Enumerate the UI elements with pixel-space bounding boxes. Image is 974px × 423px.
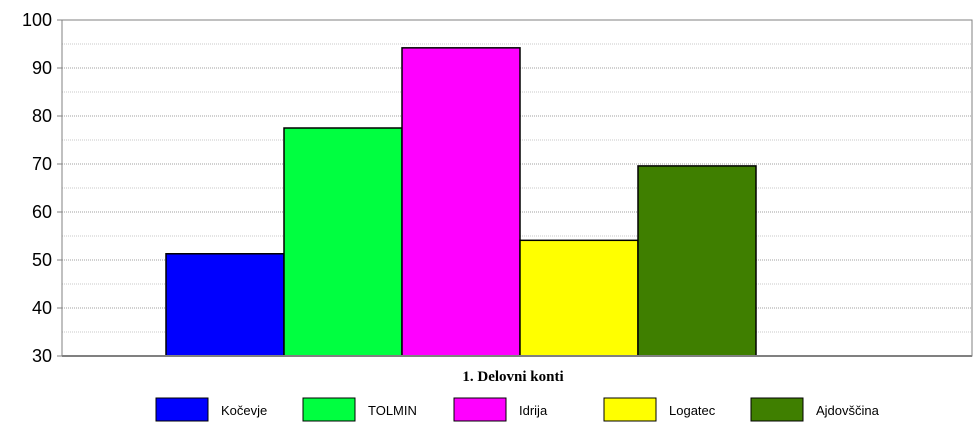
y-tick-label: 50 <box>32 250 52 270</box>
y-tick-labels: 30 40 50 60 70 80 90 100 <box>22 10 62 366</box>
category-label: 1. Delovni konti <box>462 369 563 385</box>
bar-ajdov-ina <box>637 165 757 357</box>
axes <box>61 19 973 357</box>
bar-tolmin <box>283 127 403 357</box>
legend-label: Logatec <box>669 403 716 418</box>
legend-label: TOLMIN <box>368 403 417 418</box>
legend-label: Kočevje <box>221 403 267 418</box>
y-tick-label: 80 <box>32 106 52 126</box>
y-tick-label: 90 <box>32 58 52 78</box>
y-tick-label: 30 <box>32 346 52 366</box>
legend-swatch <box>750 397 804 422</box>
legend: Kočevje TOLMIN Idrija Logatec Ajdovščina <box>155 397 880 422</box>
bars <box>165 47 757 357</box>
y-tick-label: 100 <box>22 10 52 30</box>
bar-ko-evje <box>165 253 285 357</box>
legend-swatch <box>302 397 356 422</box>
y-tick-label: 70 <box>32 154 52 174</box>
category-labels: 1. Delovni konti <box>462 369 563 385</box>
legend-swatch <box>453 397 507 422</box>
legend-label: Ajdovščina <box>816 403 880 418</box>
bar-logatec <box>519 239 639 357</box>
legend-swatch <box>603 397 657 422</box>
legend-swatch <box>155 397 209 422</box>
legend-label: Idrija <box>519 403 548 418</box>
bar-idrija <box>401 47 521 357</box>
y-tick-label: 40 <box>32 298 52 318</box>
y-tick-label: 60 <box>32 202 52 222</box>
